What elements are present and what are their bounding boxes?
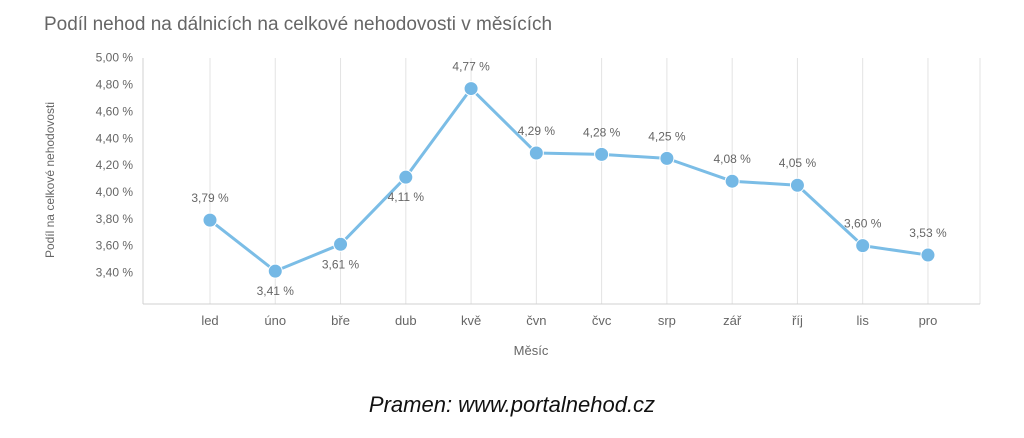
data-label-pro: 3,53 % [909, 226, 947, 240]
y-tick-label: 4,40 % [96, 131, 134, 145]
y-tick-label: 3,60 % [96, 239, 134, 253]
x-tick-label: zář [723, 313, 742, 328]
x-tick-labels: led úno bře dub kvě čvn čvc srp zář říj lis pro [201, 313, 937, 328]
data-point-dub [398, 169, 414, 185]
y-tick-label: 4,80 % [96, 78, 134, 92]
data-label-čvc: 4,28 % [583, 125, 621, 139]
data-label-led: 3,79 % [191, 191, 229, 205]
data-point-kvě [463, 81, 479, 97]
data-markers [202, 81, 936, 279]
y-tick-label: 5,00 % [96, 51, 134, 65]
data-label-čvn: 4,29 % [518, 124, 556, 138]
y-tick-label: 3,80 % [96, 212, 134, 226]
x-tick-label: lis [857, 313, 870, 328]
series-line [209, 87, 929, 273]
x-tick-label: led [201, 313, 218, 328]
data-point-bře [333, 236, 349, 252]
y-tick-label: 4,60 % [96, 104, 134, 118]
y-tick-labels: 3,40 % 3,60 % 3,80 % 4,00 % 4,20 % 4,40 % 4,60… [96, 51, 134, 280]
data-label-bře: 3,61 % [322, 257, 360, 271]
y-axis-title: Podíl na celkové nehodovosti [43, 102, 57, 258]
data-point-zář [724, 173, 740, 189]
data-label-dub: 4,11 % [388, 190, 425, 204]
y-tick-label: 4,00 % [96, 185, 134, 199]
data-point-úno [267, 263, 283, 279]
data-label-lis: 3,60 % [844, 217, 882, 231]
x-tick-label: bře [331, 313, 350, 328]
data-point-čvc [594, 146, 610, 162]
y-tick-label: 3,40 % [96, 266, 134, 280]
x-tick-label: kvě [461, 313, 481, 328]
x-tick-label: čvn [526, 313, 546, 328]
data-point-led [202, 212, 218, 228]
x-tick-label: čvc [592, 313, 612, 328]
data-point-srp [659, 150, 675, 166]
x-tick-label: úno [264, 313, 286, 328]
data-label-kvě: 4,77 % [452, 60, 490, 74]
data-labels: 3,79 % 3,41 % 3,61 % 4,11 % 4,77 % 4,29 % 4,28… [191, 60, 947, 299]
data-point-lis [855, 238, 871, 254]
source-caption: Pramen: www.portalnehod.cz [368, 392, 656, 417]
data-label-zář: 4,08 % [713, 152, 751, 166]
data-point-pro [920, 247, 936, 263]
data-label-úno: 3,41 % [257, 284, 295, 298]
data-point-čvn [528, 145, 544, 161]
x-tick-label: říj [792, 313, 803, 328]
x-axis-title: Měsíc [514, 343, 549, 358]
data-label-říj: 4,05 % [779, 156, 817, 170]
data-point-říj [789, 177, 805, 193]
chart-title: Podíl nehod na dálnicích na celkové neho… [44, 14, 553, 35]
x-tick-label: srp [658, 313, 676, 328]
data-label-srp: 4,25 % [648, 129, 686, 143]
x-tick-label: pro [919, 313, 938, 328]
y-tick-label: 4,20 % [96, 158, 134, 172]
x-tick-label: dub [395, 313, 417, 328]
